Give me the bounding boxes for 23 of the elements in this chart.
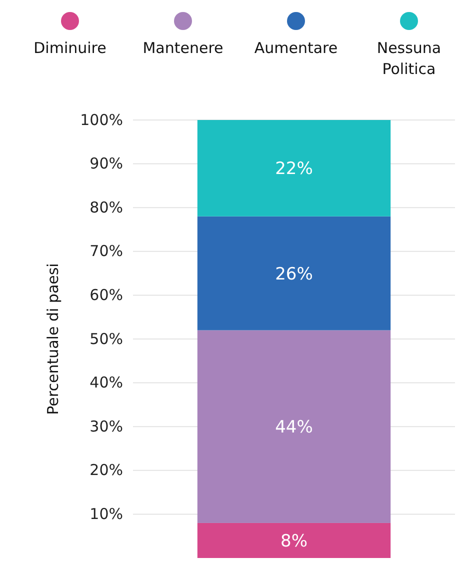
data-label: 26% [275, 264, 313, 284]
y-tick-label: 10% [90, 505, 123, 523]
legend-label: Diminuire [34, 39, 106, 57]
data-label: 44% [275, 418, 313, 438]
y-tick-label: 40% [90, 374, 123, 392]
bar [197, 330, 391, 523]
y-tick-label: 50% [90, 330, 123, 348]
bar [197, 120, 391, 216]
y-tick-label: 60% [90, 286, 123, 304]
legend-label: Mantenere [142, 39, 224, 57]
legend-label: Nessuna Politica [376, 39, 442, 78]
bar [197, 522, 391, 558]
legend-label: Aumentare [254, 39, 338, 57]
y-tick-label: 90% [90, 154, 123, 173]
bar [197, 216, 391, 330]
y-axis-title: Percentuale di paesi [44, 263, 62, 415]
y-tick-label: 20% [90, 461, 123, 480]
data-label: 8% [280, 531, 308, 552]
y-tick-label: 100% [80, 110, 123, 129]
y-tick-label: 80% [90, 198, 123, 216]
y-tick-label: 70% [90, 242, 123, 260]
y-tick-label: 30% [90, 417, 123, 436]
data-label: 22% [275, 159, 313, 180]
